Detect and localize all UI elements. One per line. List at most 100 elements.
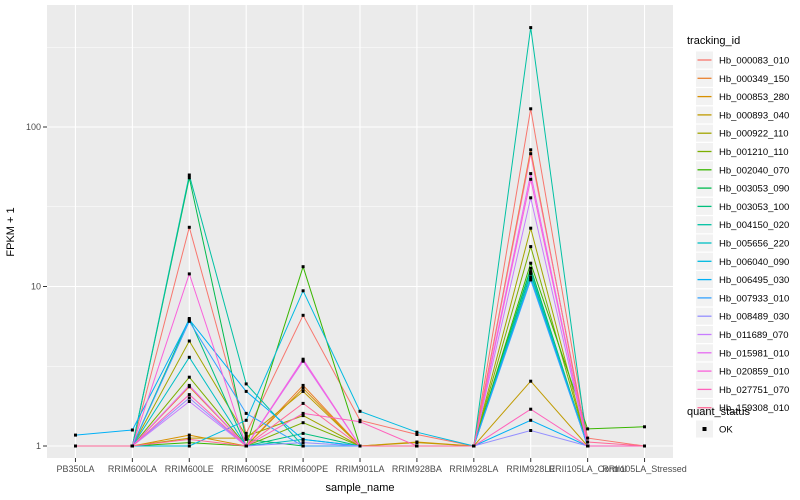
data-point — [301, 421, 305, 425]
data-point — [244, 411, 248, 415]
legend-item-Hb_000893_040: Hb_000893_040 — [696, 106, 789, 124]
legend-item-Hb_000083_010: Hb_000083_010 — [696, 51, 789, 69]
data-point — [529, 196, 533, 200]
data-point — [130, 444, 134, 448]
data-point — [301, 389, 305, 393]
data-point — [244, 434, 248, 438]
legend-item-Hb_008489_030: Hb_008489_030 — [696, 307, 789, 325]
data-point — [529, 418, 533, 422]
legend-item-label: Hb_000853_280 — [719, 92, 789, 103]
data-point — [187, 433, 191, 437]
x-tick-label: RRII105LA_Stressed — [602, 464, 687, 474]
legend-item-label: Hb_001210_110 — [719, 147, 789, 158]
legend-item-Hb_005656_220: Hb_005656_220 — [696, 234, 789, 252]
legend-item-Hb_159308_010: Hb_159308_010 — [696, 399, 789, 417]
data-point — [529, 407, 533, 411]
legend-item-label: Hb_027751_070 — [719, 385, 789, 396]
legend-item-Hb_001210_110: Hb_001210_110 — [696, 143, 789, 160]
data-point — [358, 420, 362, 424]
legend-item-label: Hb_002040_070 — [719, 165, 789, 176]
x-tick-label: RRIM600LE — [165, 464, 214, 474]
data-point — [187, 444, 191, 448]
data-point — [244, 389, 248, 393]
legend-item-label: Hb_159308_010 — [719, 403, 789, 414]
data-point — [415, 433, 419, 436]
legend-item-label: Hb_006040_090 — [719, 257, 789, 268]
data-point — [529, 152, 533, 156]
data-point — [529, 226, 533, 230]
data-point — [187, 318, 191, 322]
data-point — [187, 400, 191, 403]
legend-item-Hb_000853_280: Hb_000853_280 — [696, 88, 789, 106]
legend-item-label: OK — [719, 425, 733, 436]
legend-item-label: Hb_000893_040 — [719, 110, 789, 121]
data-point — [586, 444, 590, 448]
x-axis-title: sample_name — [325, 482, 394, 494]
legend-item-label: Hb_006495_030 — [719, 275, 789, 286]
x-tick-label: RRIM901LA — [335, 464, 384, 474]
data-point — [529, 172, 533, 176]
data-point — [244, 444, 248, 448]
data-point — [529, 148, 533, 152]
data-point — [529, 266, 533, 270]
data-point — [529, 245, 533, 249]
data-point — [187, 437, 191, 441]
legend-item-label: Hb_020859_010 — [719, 367, 789, 378]
data-point — [301, 437, 305, 441]
data-point — [586, 440, 590, 444]
y-tick-label: 1 — [36, 441, 41, 451]
legend-item-Hb_003053_090: Hb_003053_090 — [696, 179, 789, 197]
legend-item-label: Hb_007933_010 — [719, 293, 789, 304]
data-point — [187, 375, 191, 379]
data-point — [301, 441, 305, 445]
data-point — [187, 272, 191, 276]
legend-item-Hb_006040_090: Hb_006040_090 — [696, 252, 789, 270]
legend-title-tracking-id: tracking_id — [687, 35, 740, 47]
data-point — [529, 429, 533, 432]
data-point — [643, 444, 646, 448]
data-point — [187, 225, 191, 229]
legend-item-label: Hb_004150_020 — [719, 220, 789, 231]
legend-item-Hb_006495_030: Hb_006495_030 — [696, 271, 789, 289]
data-point — [244, 437, 248, 441]
data-point — [529, 379, 533, 383]
data-point — [301, 411, 305, 415]
data-point — [301, 383, 305, 387]
x-tick-label: RRIM600SE — [221, 464, 271, 474]
legend-item-label: Hb_011689_070 — [719, 330, 789, 341]
legend-item-label: Hb_003053_090 — [719, 184, 789, 195]
y-tick-label: 10 — [31, 282, 41, 292]
x-tick-label: RRIM600LA — [108, 464, 157, 474]
data-point — [187, 176, 191, 180]
data-point — [74, 433, 77, 437]
legend-item-label: Hb_008489_030 — [719, 312, 789, 323]
data-point — [358, 444, 362, 448]
legend-item-label: Hb_003053_100 — [719, 202, 789, 213]
legend-item-Hb_027751_070: Hb_027751_070 — [696, 380, 789, 398]
legend-item-label: Hb_000922_110 — [719, 129, 789, 140]
data-point — [529, 26, 533, 30]
data-point — [130, 428, 134, 432]
data-point — [187, 355, 191, 359]
legend-item-Hb_020859_010: Hb_020859_010 — [696, 362, 789, 380]
data-point — [415, 441, 419, 445]
legend-item-Hb_002040_070: Hb_002040_070 — [696, 161, 789, 179]
data-point — [187, 319, 191, 323]
legend-item-Hb_000922_110: Hb_000922_110 — [696, 124, 789, 142]
legend-item-label: Hb_005656_220 — [719, 239, 789, 250]
data-point — [244, 418, 248, 422]
data-point — [187, 393, 191, 397]
data-point — [586, 436, 590, 440]
data-point — [187, 441, 191, 445]
legend: tracking_id Hb_000083_010 Hb_000349_150 Hb… — [687, 35, 789, 438]
x-tick-label: RRII105LA_Control — [549, 464, 627, 474]
legend-item-Hb_000349_150: Hb_000349_150 — [696, 69, 789, 87]
data-point — [74, 444, 77, 448]
data-point — [529, 177, 533, 181]
x-tick-label: RRIM928BA — [392, 464, 442, 474]
legend-title-quant-status: quant_status — [687, 406, 750, 418]
legend-item-Hb_007933_010: Hb_007933_010 — [696, 289, 789, 307]
data-point — [301, 414, 305, 418]
data-point — [301, 444, 305, 448]
